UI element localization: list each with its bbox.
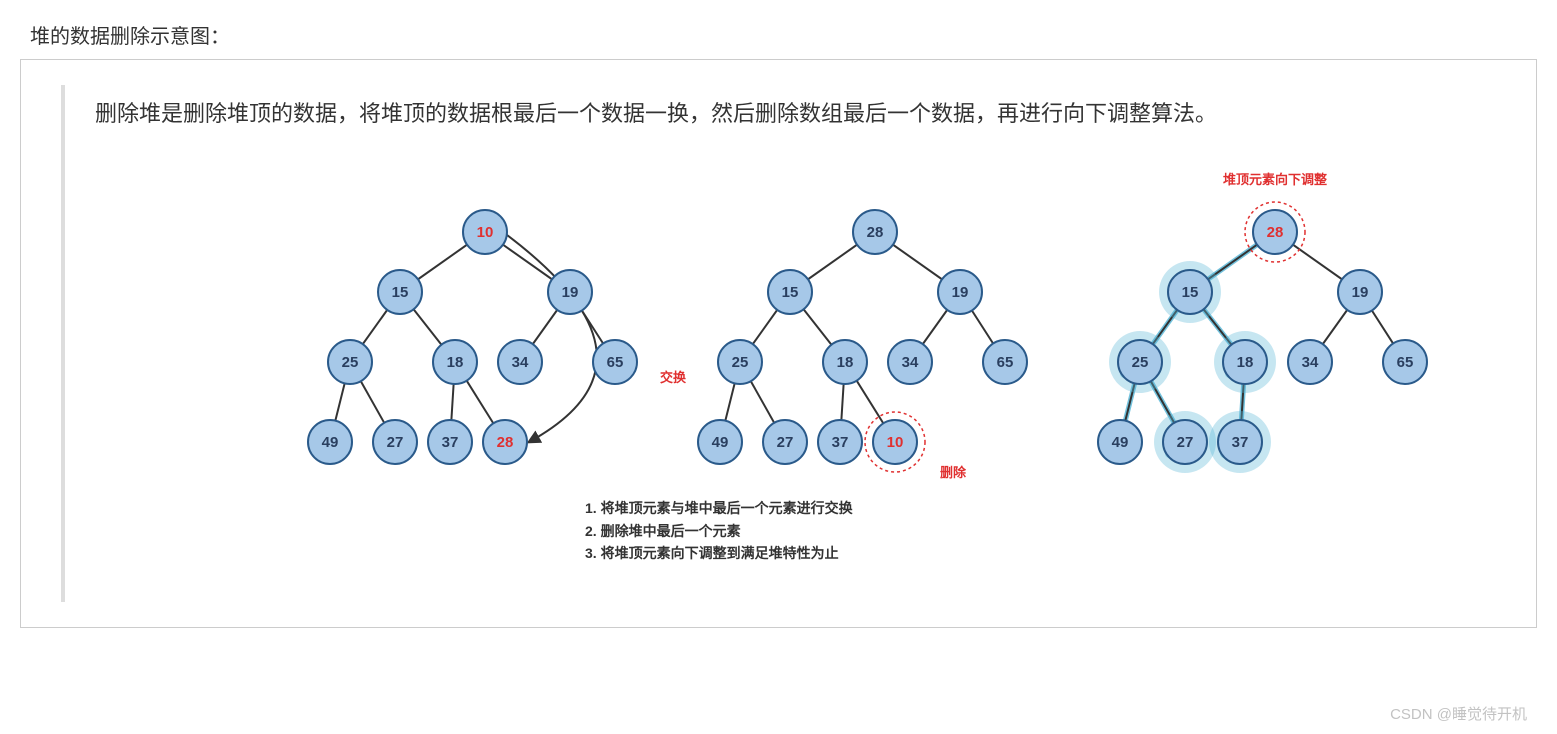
steps-list: 1. 将堆顶元素与堆中最后一个元素进行交换 2. 删除堆中最后一个元素 3. 将… <box>585 497 853 564</box>
svg-text:15: 15 <box>392 284 409 301</box>
svg-text:49: 49 <box>322 434 339 451</box>
quote-block: 删除堆是删除堆顶的数据，将堆顶的数据根最后一个数据一换，然后删除数组最后一个数据… <box>61 85 1496 602</box>
svg-text:25: 25 <box>342 354 359 371</box>
svg-text:18: 18 <box>837 354 854 371</box>
svg-text:34: 34 <box>1302 354 1319 371</box>
svg-text:49: 49 <box>1112 434 1129 451</box>
svg-text:19: 19 <box>1352 284 1369 301</box>
description-text: 删除堆是删除堆顶的数据，将堆顶的数据根最后一个数据一换，然后删除数组最后一个数据… <box>95 95 1496 132</box>
svg-text:堆顶元素向下调整: 堆顶元素向下调整 <box>1223 172 1328 187</box>
svg-text:49: 49 <box>712 434 729 451</box>
svg-text:27: 27 <box>1177 434 1194 451</box>
svg-text:28: 28 <box>497 434 514 451</box>
svg-text:15: 15 <box>782 284 799 301</box>
svg-text:27: 27 <box>777 434 794 451</box>
svg-text:15: 15 <box>1182 284 1199 301</box>
step-3: 3. 将堆顶元素向下调整到满足堆特性为止 <box>585 542 853 564</box>
svg-text:18: 18 <box>447 354 464 371</box>
page-title: 堆的数据删除示意图： <box>20 20 1537 49</box>
svg-text:28: 28 <box>867 224 884 241</box>
svg-text:65: 65 <box>607 354 624 371</box>
svg-text:34: 34 <box>512 354 529 371</box>
svg-text:18: 18 <box>1237 354 1254 371</box>
svg-text:19: 19 <box>562 284 579 301</box>
svg-text:37: 37 <box>832 434 849 451</box>
svg-text:19: 19 <box>952 284 969 301</box>
step-1: 1. 将堆顶元素与堆中最后一个元素进行交换 <box>585 497 853 519</box>
svg-text:65: 65 <box>1397 354 1414 371</box>
diagram-box: 删除堆是删除堆顶的数据，将堆顶的数据根最后一个数据一换，然后删除数组最后一个数据… <box>20 59 1537 628</box>
step-2: 2. 删除堆中最后一个元素 <box>585 520 853 542</box>
svg-text:65: 65 <box>997 354 1014 371</box>
svg-text:10: 10 <box>887 434 904 451</box>
svg-text:27: 27 <box>387 434 404 451</box>
svg-text:37: 37 <box>1232 434 1249 451</box>
watermark: CSDN @睡觉待开机 <box>1390 703 1527 724</box>
svg-text:37: 37 <box>442 434 459 451</box>
svg-text:25: 25 <box>1132 354 1149 371</box>
svg-text:10: 10 <box>477 224 494 241</box>
svg-text:交换: 交换 <box>660 370 687 385</box>
svg-text:28: 28 <box>1267 224 1284 241</box>
svg-text:34: 34 <box>902 354 919 371</box>
diagram-container: 交换 10 15 19 25 18 34 65 49 27 37 28 28 15 19 25 18 34 65 49… <box>95 162 1496 592</box>
svg-text:25: 25 <box>732 354 749 371</box>
svg-text:删除: 删除 <box>940 465 967 480</box>
